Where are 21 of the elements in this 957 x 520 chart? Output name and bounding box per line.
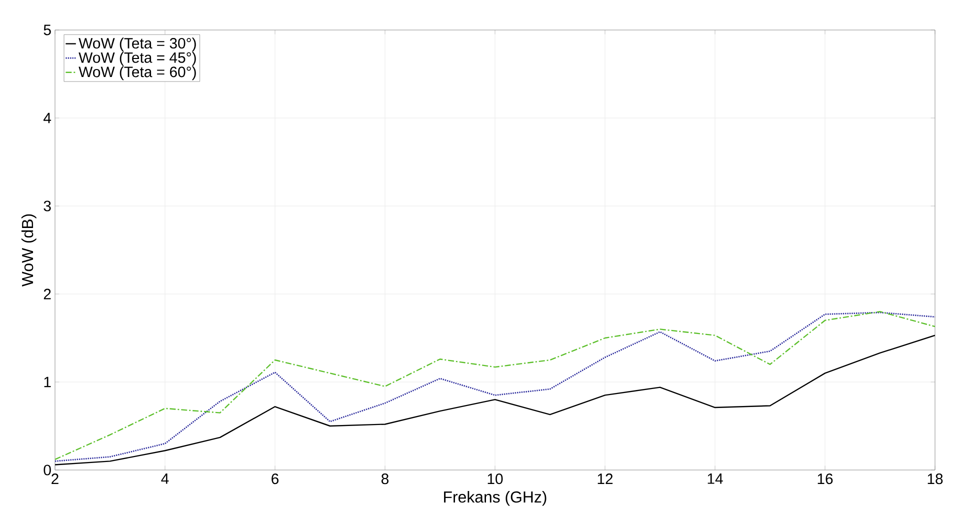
line-series	[55, 334, 936, 466]
x-tick-label: 14	[708, 474, 723, 484]
y-tick-label: 5	[44, 24, 51, 36]
y-tick-label: 4	[44, 112, 52, 124]
legend-label: WoW (Teta = 45°)	[78, 52, 196, 66]
x-tick-label: 18	[928, 474, 943, 484]
y-tick-label: 2	[44, 288, 51, 300]
x-tick-label: 10	[488, 474, 503, 484]
x-tick-label: 12	[598, 474, 613, 484]
y-tick-label: 0	[44, 464, 51, 476]
y-axis-title: WoW (dB)	[21, 214, 36, 287]
x-tick-label: 16	[818, 474, 833, 484]
y-tick-label: 1	[44, 376, 51, 388]
legend-label: WoW (Teta = 30°)	[78, 38, 196, 52]
x-tick-label: 2	[52, 474, 58, 484]
legend-label: WoW (Teta = 60°)	[78, 66, 196, 80]
y-tick-label: 3	[44, 200, 51, 212]
x-axis-title: Frekans (GHz)	[444, 490, 546, 506]
x-tick-label: 6	[272, 474, 278, 484]
x-tick-label: 8	[382, 474, 389, 484]
x-tick-label: 4	[161, 474, 169, 484]
